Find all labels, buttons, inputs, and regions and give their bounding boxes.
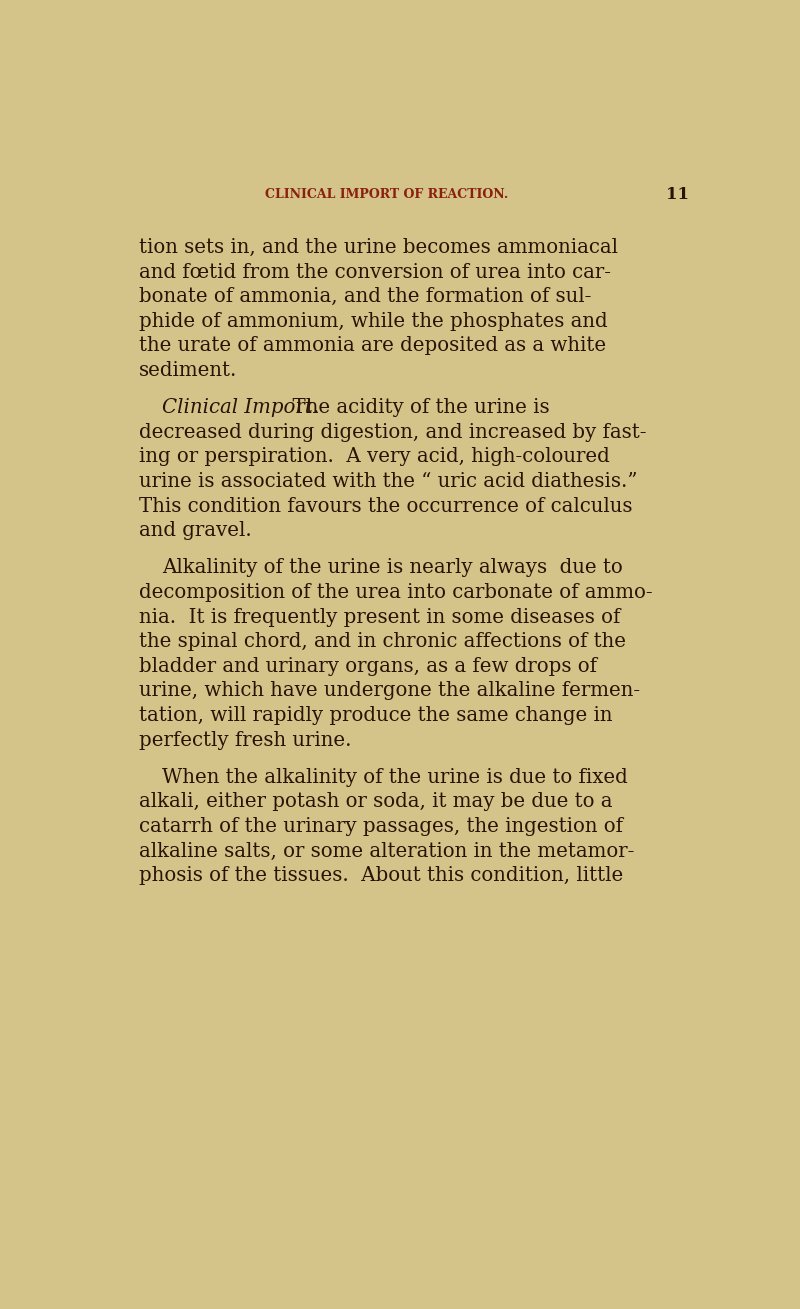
Text: urine is associated with the “ uric acid diathesis.”: urine is associated with the “ uric acid… [138, 473, 638, 491]
Text: bladder and urinary organs, as a few drops of: bladder and urinary organs, as a few dro… [138, 657, 597, 675]
Text: nia.  It is frequently present in some diseases of: nia. It is frequently present in some di… [138, 607, 620, 627]
Text: Alkalinity of the urine is nearly always  due to: Alkalinity of the urine is nearly always… [162, 558, 622, 577]
Text: alkali, either potash or soda, it may be due to a: alkali, either potash or soda, it may be… [138, 792, 612, 812]
Text: perfectly fresh urine.: perfectly fresh urine. [138, 730, 351, 750]
Text: CLINICAL IMPORT OF REACTION.: CLINICAL IMPORT OF REACTION. [265, 187, 508, 200]
Text: and gravel.: and gravel. [138, 521, 251, 541]
Text: sediment.: sediment. [138, 361, 237, 380]
Text: Clinical Import.: Clinical Import. [162, 398, 319, 418]
Text: the urate of ammonia are deposited as a white: the urate of ammonia are deposited as a … [138, 336, 606, 356]
Text: The acidity of the urine is: The acidity of the urine is [280, 398, 550, 418]
Text: urine, which have undergone the alkaline fermen-: urine, which have undergone the alkaline… [138, 682, 640, 700]
Text: phide of ammonium, while the phosphates and: phide of ammonium, while the phosphates … [138, 312, 607, 331]
Text: catarrh of the urinary passages, the ingestion of: catarrh of the urinary passages, the ing… [138, 817, 622, 836]
Text: tion sets in, and the urine becomes ammoniacal: tion sets in, and the urine becomes ammo… [138, 238, 618, 257]
Text: 11: 11 [666, 186, 689, 203]
Text: tation, will rapidly produce the same change in: tation, will rapidly produce the same ch… [138, 706, 612, 725]
Text: phosis of the tissues.  About this condition, little: phosis of the tissues. About this condit… [138, 867, 623, 885]
Text: When the alkalinity of the urine is due to fixed: When the alkalinity of the urine is due … [162, 767, 628, 787]
Text: This condition favours the occurrence of calculus: This condition favours the occurrence of… [138, 496, 632, 516]
Text: decreased during digestion, and increased by fast-: decreased during digestion, and increase… [138, 423, 646, 441]
Text: and fœtid from the conversion of urea into car-: and fœtid from the conversion of urea in… [138, 263, 610, 281]
Text: ing or perspiration.  A very acid, high-coloured: ing or perspiration. A very acid, high-c… [138, 448, 610, 466]
Text: the spinal chord, and in chronic affections of the: the spinal chord, and in chronic affecti… [138, 632, 626, 651]
Text: bonate of ammonia, and the formation of sul-: bonate of ammonia, and the formation of … [138, 287, 591, 306]
Text: decomposition of the urea into carbonate of ammo-: decomposition of the urea into carbonate… [138, 583, 652, 602]
Text: alkaline salts, or some alteration in the metamor-: alkaline salts, or some alteration in th… [138, 842, 634, 860]
